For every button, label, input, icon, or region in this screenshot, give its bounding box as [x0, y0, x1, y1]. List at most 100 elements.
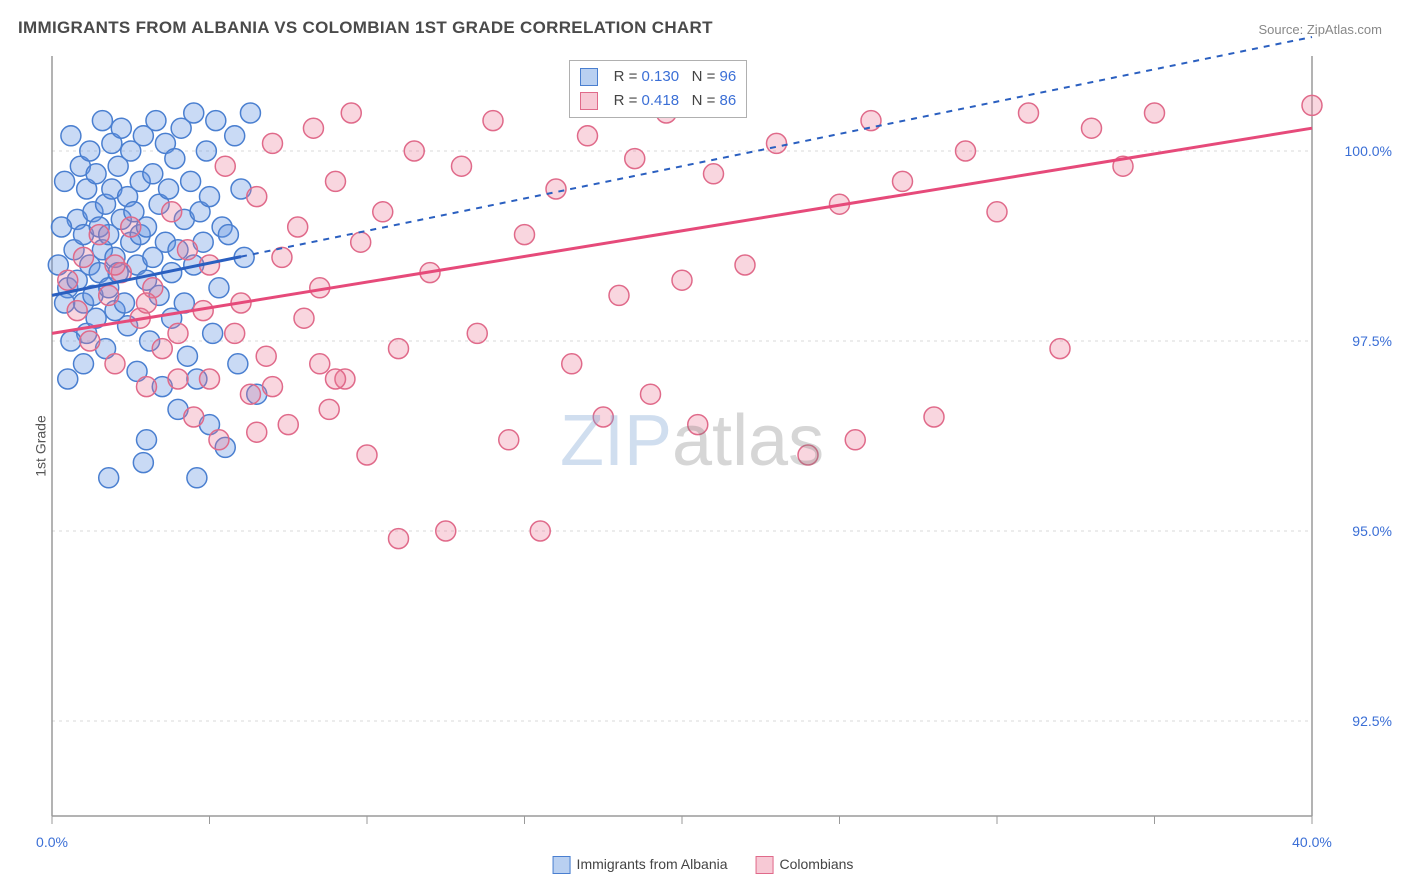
data-point	[137, 293, 157, 313]
data-point	[80, 331, 100, 351]
data-point	[74, 247, 94, 267]
data-point	[240, 103, 260, 123]
data-point	[184, 103, 204, 123]
data-point	[121, 217, 141, 237]
data-point	[688, 415, 708, 435]
legend-swatch-icon	[580, 92, 598, 110]
data-point	[1082, 118, 1102, 138]
data-point	[177, 240, 197, 260]
stats-legend-box: R = 0.130 N = 96R = 0.418 N = 86	[569, 60, 748, 118]
data-point	[74, 354, 94, 374]
data-point	[530, 521, 550, 541]
data-point	[51, 217, 71, 237]
data-point	[89, 225, 109, 245]
data-point	[206, 111, 226, 131]
y-tick-label: 92.5%	[1352, 713, 1392, 729]
data-point	[956, 141, 976, 161]
y-tick-label: 95.0%	[1352, 523, 1392, 539]
data-point	[111, 118, 131, 138]
data-point	[200, 187, 220, 207]
data-point	[196, 141, 216, 161]
data-point	[845, 430, 865, 450]
legend-stats-text: R = 0.130 N = 96	[614, 65, 737, 89]
data-point	[80, 141, 100, 161]
data-point	[177, 346, 197, 366]
legend-swatch-icon	[756, 856, 774, 874]
x-tick-label: 40.0%	[1292, 834, 1332, 850]
data-point	[893, 171, 913, 191]
data-point	[1145, 103, 1165, 123]
data-point	[137, 430, 157, 450]
data-point	[209, 278, 229, 298]
data-point	[247, 187, 267, 207]
legend-stats-text: R = 0.418 N = 86	[614, 89, 737, 113]
data-point	[137, 377, 157, 397]
data-point	[278, 415, 298, 435]
data-point	[105, 354, 125, 374]
data-point	[168, 323, 188, 343]
data-point	[404, 141, 424, 161]
data-point	[351, 232, 371, 252]
data-point	[798, 445, 818, 465]
data-point	[272, 247, 292, 267]
data-point	[357, 445, 377, 465]
data-point	[181, 171, 201, 191]
data-point	[452, 156, 472, 176]
data-point	[609, 285, 629, 305]
data-point	[143, 164, 163, 184]
data-point	[58, 369, 78, 389]
data-point	[373, 202, 393, 222]
data-point	[55, 171, 75, 191]
data-point	[99, 285, 119, 305]
data-point	[625, 149, 645, 169]
x-tick-label: 0.0%	[36, 834, 68, 850]
data-point	[225, 323, 245, 343]
data-point	[987, 202, 1007, 222]
data-point	[310, 354, 330, 374]
data-point	[247, 422, 267, 442]
data-point	[593, 407, 613, 427]
legend-swatch-icon	[580, 68, 598, 86]
trend-line	[52, 128, 1312, 333]
data-point	[61, 331, 81, 351]
data-point	[67, 301, 87, 321]
data-point	[105, 255, 125, 275]
data-point	[263, 377, 283, 397]
data-point	[159, 179, 179, 199]
data-point	[1019, 103, 1039, 123]
legend-label: Immigrants from Albania	[577, 856, 728, 872]
data-point	[187, 468, 207, 488]
data-point	[672, 270, 692, 290]
series-legend: Immigrants from Albania Colombians	[553, 856, 854, 874]
legend-swatch-icon	[553, 856, 571, 874]
data-point	[1302, 95, 1322, 115]
data-point	[1050, 339, 1070, 359]
data-point	[225, 126, 245, 146]
chart-container: IMMIGRANTS FROM ALBANIA VS COLOMBIAN 1ST…	[0, 0, 1406, 892]
data-point	[152, 339, 172, 359]
data-point	[319, 399, 339, 419]
data-point	[133, 453, 153, 473]
data-point	[389, 529, 409, 549]
y-tick-label: 100.0%	[1345, 143, 1392, 159]
data-point	[92, 111, 112, 131]
data-point	[288, 217, 308, 237]
data-point	[924, 407, 944, 427]
data-point	[218, 225, 238, 245]
data-point	[240, 384, 260, 404]
legend-item: Colombians	[756, 856, 854, 874]
data-point	[341, 103, 361, 123]
data-point	[209, 430, 229, 450]
data-point	[861, 111, 881, 131]
data-point	[326, 171, 346, 191]
data-point	[389, 339, 409, 359]
data-point	[436, 521, 456, 541]
data-point	[263, 133, 283, 153]
data-point	[99, 468, 119, 488]
data-point	[168, 369, 188, 389]
data-point	[200, 369, 220, 389]
legend-stats-row: R = 0.418 N = 86	[580, 89, 737, 113]
data-point	[562, 354, 582, 374]
data-point	[215, 156, 235, 176]
data-point	[294, 308, 314, 328]
